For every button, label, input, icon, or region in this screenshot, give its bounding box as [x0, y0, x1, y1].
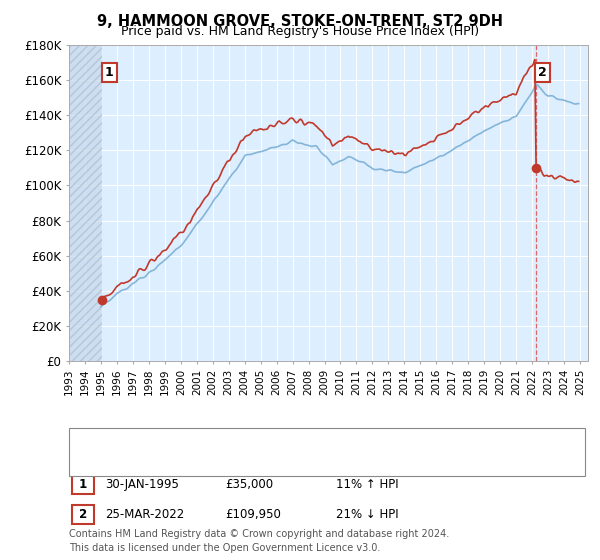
Text: 1: 1 — [75, 478, 91, 491]
Text: Contains HM Land Registry data © Crown copyright and database right 2024.
This d: Contains HM Land Registry data © Crown c… — [69, 529, 449, 553]
Text: 25-MAR-2022: 25-MAR-2022 — [105, 507, 184, 521]
Text: £35,000: £35,000 — [225, 478, 273, 491]
Text: 30-JAN-1995: 30-JAN-1995 — [105, 478, 179, 491]
Text: ——: —— — [78, 433, 106, 448]
Text: 11% ↑ HPI: 11% ↑ HPI — [336, 478, 398, 491]
Text: ——: —— — [78, 455, 106, 469]
Text: 9, HAMMOON GROVE, STOKE-ON-TRENT, ST2 9DH: 9, HAMMOON GROVE, STOKE-ON-TRENT, ST2 9D… — [97, 14, 503, 29]
Text: 2: 2 — [538, 66, 547, 79]
Text: 1: 1 — [105, 66, 113, 79]
Text: Price paid vs. HM Land Registry's House Price Index (HPI): Price paid vs. HM Land Registry's House … — [121, 25, 479, 38]
Text: 2: 2 — [75, 507, 91, 521]
Text: 9, HAMMOON GROVE, STOKE-ON-TRENT, ST2 9DH (semi-detached house): 9, HAMMOON GROVE, STOKE-ON-TRENT, ST2 9D… — [108, 436, 511, 446]
Text: £109,950: £109,950 — [225, 507, 281, 521]
Text: HPI: Average price, semi-detached house, Stoke-on-Trent: HPI: Average price, semi-detached house,… — [108, 457, 419, 467]
Text: 21% ↓ HPI: 21% ↓ HPI — [336, 507, 398, 521]
